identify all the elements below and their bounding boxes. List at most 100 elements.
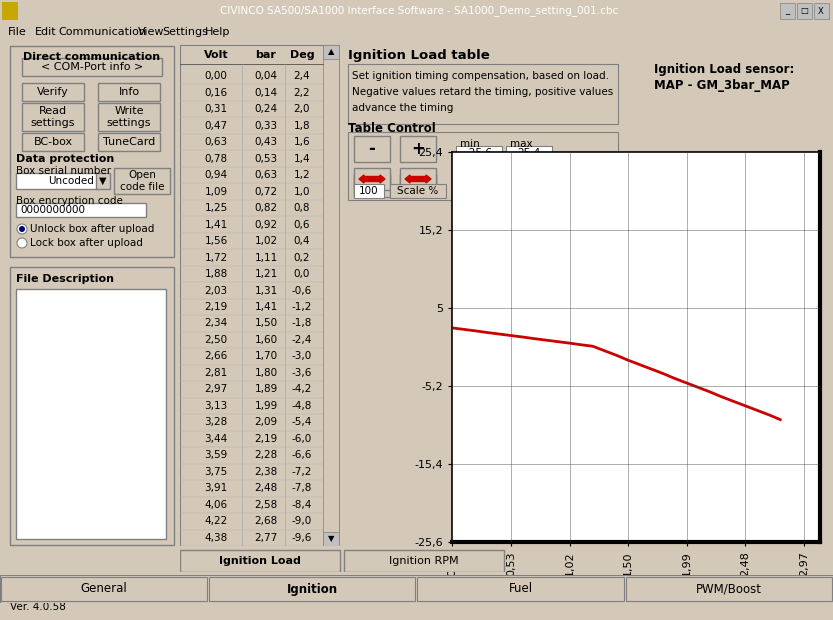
Text: 1,99: 1,99 — [254, 401, 277, 411]
Text: -7,2: -7,2 — [292, 467, 312, 477]
Bar — [323, 45, 339, 546]
Text: 0,82: 0,82 — [254, 203, 277, 213]
Text: -1,8: -1,8 — [292, 319, 312, 329]
Text: Volt: Volt — [204, 50, 228, 60]
Text: 1,2: 1,2 — [294, 170, 311, 180]
Text: Table Control: Table Control — [348, 123, 436, 136]
Text: Direct communication: Direct communication — [23, 52, 161, 62]
Bar — [814, 3, 829, 19]
Bar — [323, 532, 339, 546]
Text: Ignition: Ignition — [287, 583, 338, 595]
Text: Communication: Communication — [58, 27, 146, 37]
Text: Read
settings: Read settings — [31, 106, 75, 128]
Text: -4,2: -4,2 — [292, 384, 312, 394]
Text: 1,60: 1,60 — [254, 335, 277, 345]
Text: 1,70: 1,70 — [254, 352, 277, 361]
Text: bar: bar — [256, 50, 277, 60]
Text: MAP - GM_3bar_MAP: MAP - GM_3bar_MAP — [654, 79, 790, 92]
Bar — [16, 173, 98, 189]
Text: File Description: File Description — [16, 274, 114, 284]
Bar — [354, 136, 390, 162]
Text: 2,50: 2,50 — [204, 335, 227, 345]
Text: Box serial number: Box serial number — [16, 166, 111, 176]
Text: PWM/Boost: PWM/Boost — [696, 583, 762, 595]
Text: 1,02: 1,02 — [254, 236, 277, 246]
FancyArrow shape — [372, 175, 385, 183]
Circle shape — [17, 238, 27, 248]
Text: 2,2: 2,2 — [294, 87, 311, 98]
Text: _: _ — [785, 6, 789, 16]
Bar — [96, 173, 110, 189]
Text: Edit: Edit — [35, 27, 57, 37]
Text: -5,4: -5,4 — [292, 417, 312, 427]
Text: File: File — [8, 27, 27, 37]
Bar — [354, 184, 384, 198]
Text: 1,41: 1,41 — [204, 219, 227, 229]
Text: 0,00: 0,00 — [205, 71, 227, 81]
Text: max: max — [510, 139, 532, 149]
Text: advance the timing: advance the timing — [352, 103, 453, 113]
Text: 2,38: 2,38 — [254, 467, 277, 477]
Text: General: General — [81, 583, 127, 595]
Text: +: + — [411, 140, 425, 158]
Text: Info: Info — [118, 87, 140, 97]
Text: 4,22: 4,22 — [204, 516, 227, 526]
Text: 2,19: 2,19 — [204, 302, 227, 312]
Text: BC-box: BC-box — [33, 137, 72, 147]
Text: Negative values retard the timing, positive values: Negative values retard the timing, posit… — [352, 87, 613, 97]
Text: -7,8: -7,8 — [292, 484, 312, 494]
Bar — [323, 45, 339, 59]
FancyArrow shape — [418, 175, 431, 183]
Text: 0,31: 0,31 — [204, 104, 227, 114]
Text: 0,14: 0,14 — [254, 87, 277, 98]
Text: Deg: Deg — [290, 50, 314, 60]
Text: 4,06: 4,06 — [204, 500, 227, 510]
Text: 0,53: 0,53 — [254, 154, 277, 164]
Bar — [22, 83, 84, 101]
Bar — [797, 3, 812, 19]
Text: 1,09: 1,09 — [204, 187, 227, 197]
Text: Lock box after upload: Lock box after upload — [30, 238, 143, 248]
Text: 0,94: 0,94 — [204, 170, 227, 180]
Text: 1,50: 1,50 — [254, 319, 277, 329]
Text: -8,4: -8,4 — [292, 500, 312, 510]
Bar — [16, 203, 146, 217]
Bar — [98, 83, 160, 101]
Text: 4,38: 4,38 — [204, 533, 227, 542]
Text: 0,04: 0,04 — [255, 71, 277, 81]
Text: 3,13: 3,13 — [204, 401, 227, 411]
Text: Open
code file: Open code file — [120, 170, 164, 192]
Text: Help: Help — [205, 27, 231, 37]
Text: min: min — [460, 139, 480, 149]
Text: ▲: ▲ — [327, 48, 334, 56]
Bar — [390, 184, 446, 198]
Bar — [354, 175, 390, 197]
Text: 0,6: 0,6 — [294, 219, 310, 229]
FancyArrow shape — [405, 175, 418, 183]
Bar — [209, 577, 416, 601]
Bar — [400, 168, 436, 190]
Bar — [456, 184, 486, 198]
Bar — [354, 168, 390, 190]
Text: 2,97: 2,97 — [204, 384, 227, 394]
Text: 1,56: 1,56 — [204, 236, 227, 246]
Text: 0000000000: 0000000000 — [20, 205, 85, 215]
Bar — [400, 136, 436, 162]
Bar — [506, 146, 552, 160]
Bar — [626, 577, 832, 601]
Text: 3,91: 3,91 — [204, 484, 227, 494]
Bar — [114, 168, 170, 194]
Text: Write
settings: Write settings — [107, 106, 152, 128]
Text: Verify: Verify — [37, 87, 69, 97]
Text: 1,21: 1,21 — [254, 269, 277, 279]
Text: -: - — [368, 140, 376, 158]
Text: 0,0: 0,0 — [294, 269, 310, 279]
Text: 0,33: 0,33 — [254, 121, 277, 131]
Text: 2,19: 2,19 — [254, 434, 277, 444]
Text: 100: 100 — [359, 186, 379, 196]
Text: □: □ — [800, 6, 808, 16]
Text: Data protection: Data protection — [16, 154, 114, 164]
Text: 3,44: 3,44 — [204, 434, 227, 444]
Circle shape — [19, 226, 25, 232]
Bar — [22, 58, 162, 76]
